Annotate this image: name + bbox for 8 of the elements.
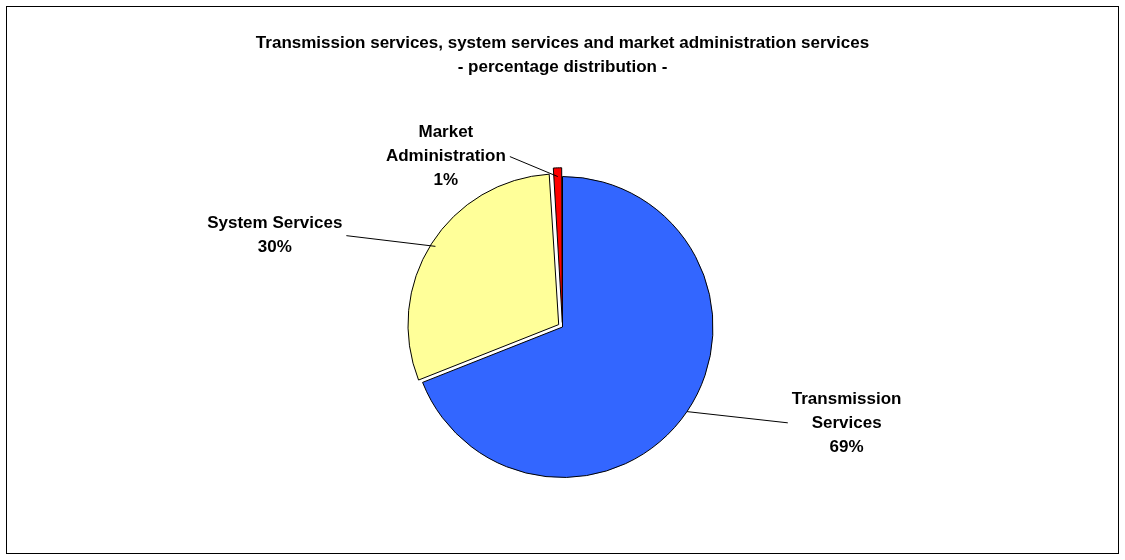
data-label: 1% [433,170,459,190]
chart-title: Transmission services, system services and market administration services [254,32,871,54]
data-label: 30% [257,237,292,257]
slice-label: System Services [207,213,343,233]
slice-label: Market Administration [385,122,506,166]
slice-label: Transmission Services [791,388,902,432]
chart-subtitle: - percentage distribution - [456,56,669,78]
data-label: 69% [829,436,864,456]
